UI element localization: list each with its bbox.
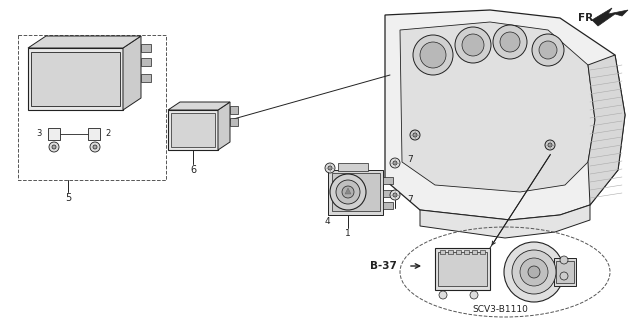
Polygon shape — [168, 102, 230, 110]
Bar — [480, 250, 485, 254]
Circle shape — [90, 142, 100, 152]
Circle shape — [420, 42, 446, 68]
Text: SCV3-B1110: SCV3-B1110 — [472, 306, 528, 315]
Bar — [438, 252, 487, 286]
Polygon shape — [385, 10, 625, 220]
Circle shape — [548, 143, 552, 147]
Bar — [464, 250, 469, 254]
Polygon shape — [592, 8, 628, 26]
Bar — [383, 177, 393, 184]
Bar — [28, 48, 123, 110]
Polygon shape — [230, 106, 238, 114]
Circle shape — [413, 133, 417, 137]
Polygon shape — [28, 36, 141, 48]
Bar — [435, 248, 490, 290]
Bar — [332, 173, 380, 211]
Circle shape — [462, 34, 484, 56]
Circle shape — [390, 158, 400, 168]
Circle shape — [93, 145, 97, 149]
Circle shape — [532, 34, 564, 66]
Circle shape — [413, 35, 453, 75]
Text: 4: 4 — [324, 217, 330, 226]
Text: O-CRUIS: O-CRUIS — [64, 78, 87, 83]
Bar — [48, 128, 60, 140]
Bar — [556, 261, 574, 283]
Circle shape — [560, 272, 568, 280]
Bar — [171, 113, 215, 147]
Text: 7: 7 — [407, 155, 413, 165]
Bar — [328, 170, 383, 215]
Bar — [88, 128, 100, 140]
Circle shape — [512, 250, 556, 294]
Text: 5: 5 — [65, 193, 71, 203]
Circle shape — [470, 291, 478, 299]
Circle shape — [342, 186, 354, 198]
Bar — [448, 250, 453, 254]
Bar — [31, 52, 120, 106]
Polygon shape — [141, 44, 151, 52]
Polygon shape — [141, 58, 151, 66]
Polygon shape — [123, 36, 141, 110]
Circle shape — [49, 142, 59, 152]
Circle shape — [410, 130, 420, 140]
Circle shape — [393, 161, 397, 165]
Text: 7: 7 — [407, 196, 413, 204]
Circle shape — [560, 256, 568, 264]
Bar — [456, 250, 461, 254]
Circle shape — [500, 32, 520, 52]
Circle shape — [393, 193, 397, 197]
Polygon shape — [400, 22, 595, 192]
Circle shape — [504, 242, 564, 302]
Text: 6: 6 — [190, 165, 196, 175]
Circle shape — [328, 166, 332, 170]
Polygon shape — [420, 205, 590, 238]
Bar — [472, 250, 477, 254]
Text: 2: 2 — [106, 129, 111, 137]
Circle shape — [336, 180, 360, 204]
Polygon shape — [588, 55, 625, 205]
Bar — [18, 35, 166, 180]
Polygon shape — [141, 74, 151, 82]
Text: 1: 1 — [345, 229, 351, 239]
Circle shape — [330, 174, 366, 210]
Text: FR.: FR. — [578, 13, 597, 23]
Circle shape — [493, 25, 527, 59]
Polygon shape — [345, 188, 351, 194]
Polygon shape — [230, 118, 238, 126]
Bar — [338, 163, 368, 171]
Bar — [554, 258, 576, 286]
Circle shape — [325, 163, 335, 173]
Bar — [168, 110, 218, 150]
Circle shape — [545, 140, 555, 150]
Circle shape — [520, 258, 548, 286]
Circle shape — [390, 190, 400, 200]
Bar — [383, 202, 393, 209]
Circle shape — [439, 291, 447, 299]
Bar — [383, 190, 393, 197]
Bar — [440, 250, 445, 254]
Circle shape — [528, 266, 540, 278]
Text: B-37: B-37 — [370, 261, 397, 271]
Circle shape — [539, 41, 557, 59]
Polygon shape — [218, 102, 230, 150]
Circle shape — [455, 27, 491, 63]
Text: 3: 3 — [36, 129, 42, 137]
Circle shape — [52, 145, 56, 149]
